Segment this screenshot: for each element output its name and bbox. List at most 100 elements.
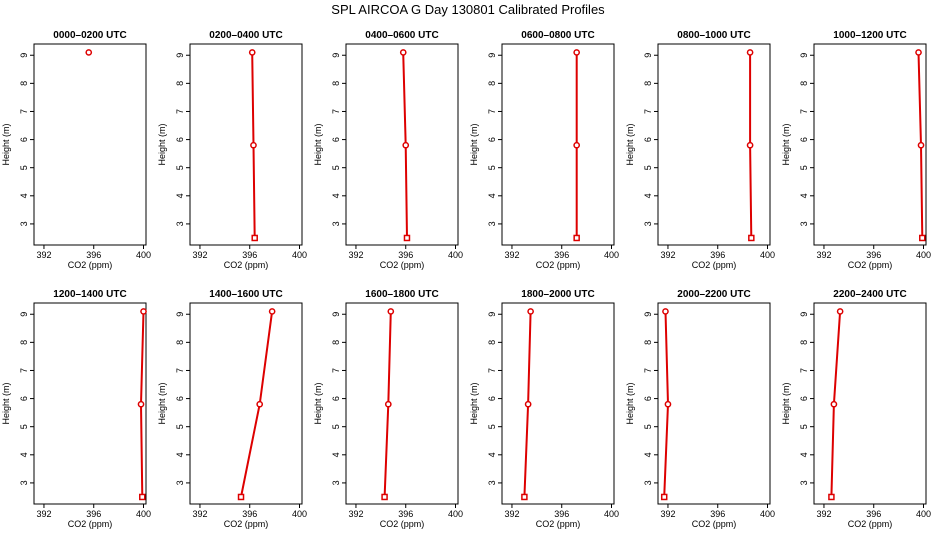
- y-tick-label: 9: [19, 53, 29, 58]
- data-point: [387, 308, 395, 315]
- panel-frame: [189, 302, 303, 505]
- data-point: [268, 308, 276, 315]
- panel-1: 0000–0200 UTC 392 396 400 3 4 5 6 7 8 9 CO2 (ppm) He…: [1, 30, 151, 270]
- x-tick-label: 392: [504, 250, 519, 260]
- y-tick-label: 9: [487, 53, 497, 58]
- data-point: [746, 141, 754, 149]
- y-tick-label: 7: [19, 368, 29, 373]
- y-tick-label: 8: [643, 81, 653, 86]
- data-point: [828, 493, 835, 501]
- panel-frame: [345, 43, 459, 246]
- data-point: [250, 141, 257, 149]
- data-point: [256, 400, 264, 408]
- panel-frame: [657, 43, 771, 246]
- panel-title: 1200–1400 UTC: [53, 289, 126, 300]
- data-point: [384, 400, 392, 408]
- y-tick-label: 4: [487, 452, 497, 457]
- x-tick-label: 400: [604, 250, 619, 260]
- panel-title: 0200–0400 UTC: [209, 30, 282, 41]
- panel-frame: [345, 302, 459, 505]
- x-tick-label: 400: [760, 509, 775, 519]
- data-point: [919, 234, 926, 242]
- y-axis-label: Height (m): [157, 123, 167, 165]
- data-point: [139, 493, 146, 501]
- panel-frame: [501, 302, 615, 505]
- y-axis-label: Height (m): [1, 123, 11, 165]
- data-point: [140, 308, 147, 315]
- panel-title: 0800–1000 UTC: [677, 30, 750, 41]
- y-tick-label: 5: [643, 165, 653, 170]
- x-tick-label: 396: [554, 509, 569, 519]
- panel-title: 2000–2200 UTC: [677, 289, 750, 300]
- panel-frame: [657, 302, 771, 505]
- y-axis-label: Height (m): [469, 382, 479, 424]
- x-tick-label: 400: [448, 250, 463, 260]
- x-axis-label: CO2 (ppm): [692, 260, 737, 270]
- y-tick-label: 7: [175, 368, 185, 373]
- y-tick-label: 7: [175, 109, 185, 114]
- x-tick-label: 400: [136, 250, 151, 260]
- y-tick-label: 7: [487, 109, 497, 114]
- panel-frame: [33, 302, 147, 505]
- x-tick-label: 396: [86, 250, 101, 260]
- y-tick-label: 8: [175, 340, 185, 345]
- y-tick-label: 9: [175, 312, 185, 317]
- y-tick-label: 9: [19, 312, 29, 317]
- panel-frame: [33, 43, 147, 246]
- y-tick-label: 6: [331, 137, 341, 142]
- y-tick-label: 8: [331, 340, 341, 345]
- panel-9: 1600–1800 UTC 392 396 400 3 4 5 6 7 8 9 CO2 (ppm) He…: [313, 289, 463, 529]
- y-tick-label: 9: [643, 312, 653, 317]
- y-tick-label: 4: [19, 452, 29, 457]
- y-tick-label: 5: [19, 165, 29, 170]
- y-tick-label: 5: [799, 424, 809, 429]
- y-tick-label: 7: [643, 368, 653, 373]
- x-tick-label: 392: [36, 250, 51, 260]
- y-tick-label: 4: [799, 452, 809, 457]
- panel-8: 1400–1600 UTC 392 396 400 3 4 5 6 7 8 9 CO2 (ppm) He…: [157, 289, 307, 529]
- data-point: [521, 493, 528, 501]
- y-tick-label: 6: [643, 137, 653, 142]
- y-tick-label: 4: [643, 193, 653, 198]
- data-point: [402, 141, 410, 149]
- panel-title: 0000–0200 UTC: [53, 30, 126, 41]
- y-tick-label: 4: [175, 193, 185, 198]
- data-point: [137, 400, 145, 408]
- y-tick-label: 3: [175, 480, 185, 485]
- y-axis-label: Height (m): [157, 382, 167, 424]
- data-point: [524, 400, 532, 408]
- y-tick-label: 3: [19, 480, 29, 485]
- y-tick-label: 9: [175, 53, 185, 58]
- y-tick-label: 5: [487, 424, 497, 429]
- data-point: [660, 493, 668, 501]
- y-tick-label: 3: [643, 221, 653, 226]
- data-point: [527, 308, 534, 315]
- data-point: [248, 49, 256, 56]
- y-tick-label: 5: [175, 424, 185, 429]
- y-tick-label: 5: [331, 165, 341, 170]
- y-axis-label: Height (m): [313, 382, 323, 424]
- panel-title: 1600–1800 UTC: [365, 289, 438, 300]
- y-tick-label: 6: [19, 137, 29, 142]
- x-tick-label: 396: [398, 509, 413, 519]
- y-tick-label: 9: [799, 312, 809, 317]
- data-point: [237, 493, 245, 501]
- panel-title: 1000–1200 UTC: [833, 30, 906, 41]
- y-tick-label: 5: [331, 424, 341, 429]
- y-tick-label: 3: [799, 480, 809, 485]
- x-tick-label: 392: [348, 509, 363, 519]
- x-tick-label: 396: [710, 250, 725, 260]
- y-tick-label: 8: [19, 340, 29, 345]
- data-point: [251, 234, 258, 242]
- panel-title: 1400–1600 UTC: [209, 289, 282, 300]
- y-tick-label: 4: [487, 193, 497, 198]
- x-axis-label: CO2 (ppm): [536, 260, 581, 270]
- x-axis-label: CO2 (ppm): [848, 260, 893, 270]
- x-tick-label: 396: [242, 250, 257, 260]
- x-axis-label: CO2 (ppm): [848, 519, 893, 529]
- y-tick-label: 3: [331, 221, 341, 226]
- data-point: [915, 49, 922, 56]
- data-point: [573, 141, 581, 149]
- y-tick-label: 3: [331, 480, 341, 485]
- data-point: [403, 234, 411, 242]
